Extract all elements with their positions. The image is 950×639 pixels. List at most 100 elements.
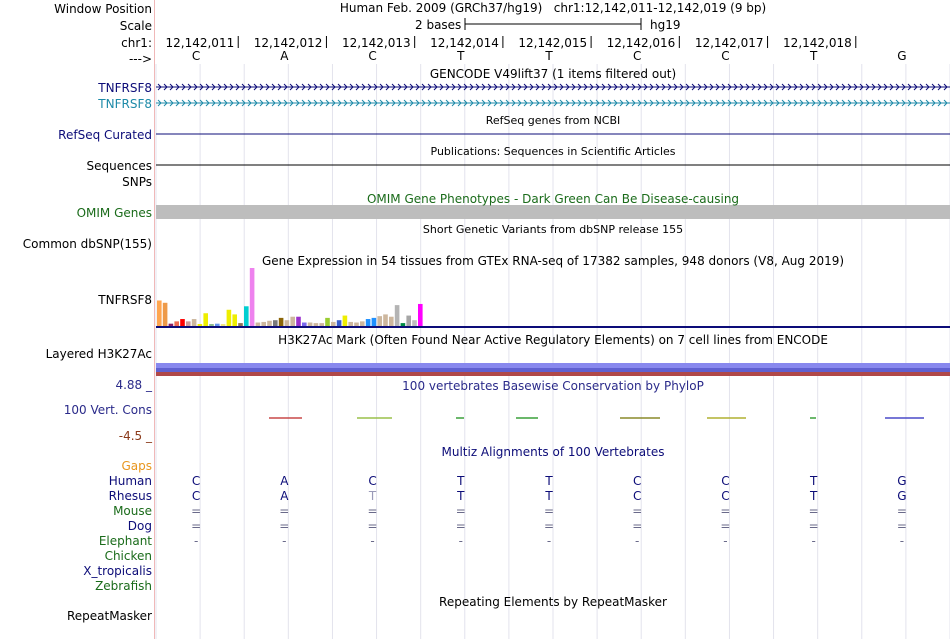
gtex-bar	[336, 320, 342, 326]
gtex-gene-label[interactable]: TNFRSF8	[98, 293, 152, 307]
scale-text: 2 bases	[415, 18, 462, 32]
ruler-base: G	[897, 49, 907, 63]
alignment-base: C	[721, 474, 730, 488]
publications-track-label[interactable]: Sequences	[86, 159, 152, 173]
gtex-bar	[342, 315, 348, 326]
scale-label: Scale	[119, 19, 152, 33]
gtex-bar	[296, 316, 301, 326]
alignment-base: =	[543, 504, 555, 518]
window-position-value: Human Feb. 2009 (GRCh37/hg19) chr1:12,14…	[339, 1, 767, 15]
alignment-base: -	[370, 534, 375, 548]
gtex-bar	[244, 306, 249, 326]
gtex-bar	[313, 323, 319, 326]
gtex-bar	[238, 323, 243, 326]
ruler-position: 12,142,017	[694, 36, 764, 50]
alignment-base: T	[457, 474, 465, 488]
refseq-track-label[interactable]: RefSeq Curated	[58, 128, 152, 142]
alignment-base: T	[368, 489, 377, 503]
gencode-gene-label-2[interactable]: TNFRSF8	[98, 97, 152, 111]
alignment-base: A	[280, 489, 289, 503]
phylop-track-label[interactable]: 100 Vert. Cons	[63, 403, 152, 417]
multiz-species-label: Elephant	[98, 534, 152, 548]
alignment-base: C	[191, 474, 201, 488]
gtex-bar	[325, 317, 330, 326]
omim-track-title[interactable]: OMIM Gene Phenotypes - Dark Green Can Be…	[366, 192, 740, 206]
phylop-max-value: 4.88 _	[115, 378, 152, 392]
multiz-species-label: Human	[108, 474, 152, 488]
gtex-bar	[186, 321, 191, 326]
ruler-base: A	[280, 49, 289, 63]
gtex-bar	[371, 317, 377, 326]
gtex-bar	[261, 321, 266, 326]
dbsnp-track-label[interactable]: Common dbSNP(155)	[22, 237, 152, 251]
alignment-base: =	[367, 504, 378, 518]
alignment-base: -	[546, 534, 552, 548]
gencode-gene-label-1[interactable]: TNFRSF8	[98, 81, 152, 95]
h3k27ac-track-label[interactable]: Layered H3K27Ac	[45, 347, 152, 361]
alignment-base: =	[367, 519, 378, 533]
repeatmasker-track-title[interactable]: Repeating Elements by RepeatMasker	[439, 595, 667, 609]
scale-assembly: hg19	[650, 18, 681, 32]
omim-track-label[interactable]: OMIM Genes	[76, 206, 152, 220]
alignment-base: =	[191, 519, 202, 533]
multiz-species-label: X_tropicalis	[83, 564, 152, 578]
multiz-species-label: Chicken	[104, 549, 152, 563]
gtex-bar	[232, 314, 237, 326]
ruler-position: 12,142,012	[253, 36, 323, 50]
gtex-bar	[319, 323, 324, 326]
alignment-base: T	[809, 474, 818, 488]
alignment-base: =	[808, 504, 819, 518]
alignment-base: =	[896, 504, 907, 518]
alignment-base: G	[897, 474, 907, 488]
gtex-bar	[255, 322, 261, 326]
dbsnp-track-title[interactable]: Short Genetic Variants from dbSNP releas…	[422, 223, 684, 236]
gtex-bar	[354, 322, 359, 326]
multiz-species-label: Zebrafish	[95, 579, 152, 593]
gtex-bar	[209, 324, 214, 326]
label-divider	[154, 0, 155, 639]
alignment-base: =	[543, 519, 555, 533]
gtex-bar	[377, 316, 382, 326]
alignment-base: =	[632, 504, 643, 518]
gtex-bar	[157, 300, 162, 326]
alignment-base: =	[191, 504, 202, 518]
gtex-track-title[interactable]: Gene Expression in 54 tissues from GTEx …	[261, 254, 845, 268]
gtex-bar	[307, 322, 313, 326]
gtex-bar	[215, 323, 220, 326]
gtex-bar	[168, 323, 174, 326]
alignment-base: =	[720, 504, 731, 518]
alignment-base: T	[809, 489, 818, 503]
multiz-species-label: Rhesus	[108, 489, 152, 503]
gtex-bar	[383, 314, 388, 326]
phylop-track-title[interactable]: 100 vertebrates Basewise Conservation by…	[402, 379, 704, 393]
alignment-base: T	[457, 489, 465, 503]
gencode-track-title[interactable]: GENCODE V49lift37 (1 items filtered out)	[429, 67, 677, 81]
publications-track-title[interactable]: Publications: Sequences in Scientific Ar…	[430, 145, 676, 158]
ruler-base: T	[457, 49, 465, 63]
refseq-track-title[interactable]: RefSeq genes from NCBI	[485, 114, 621, 127]
alignment-base: T	[545, 474, 553, 488]
alignment-base: C	[368, 474, 377, 488]
gtex-bar	[394, 305, 400, 326]
alignment-base: -	[723, 534, 728, 548]
multiz-gaps-label[interactable]: Gaps	[121, 459, 152, 473]
window-position-label: Window Position	[54, 2, 152, 16]
gtex-bar	[162, 302, 168, 326]
alignment-base: =	[279, 519, 290, 533]
ruler-base: C	[633, 49, 642, 63]
ruler-base: T	[545, 49, 553, 63]
multiz-track-title[interactable]: Multiz Alignments of 100 Vertebrates	[441, 445, 665, 459]
strand-chevron-icon	[157, 99, 948, 107]
gtex-bar	[226, 309, 232, 326]
gtex-bar	[197, 324, 203, 326]
gtex-bar	[180, 319, 185, 326]
gtex-bar	[302, 322, 307, 326]
alignment-base: C	[633, 474, 642, 488]
snps-track-label[interactable]: SNPs	[122, 175, 152, 189]
h3k27ac-track-title[interactable]: H3K27Ac Mark (Often Found Near Active Re…	[278, 333, 828, 347]
repeatmasker-track-label[interactable]: RepeatMasker	[66, 609, 152, 623]
gtex-bar	[203, 313, 208, 326]
gtex-bar	[348, 321, 353, 326]
